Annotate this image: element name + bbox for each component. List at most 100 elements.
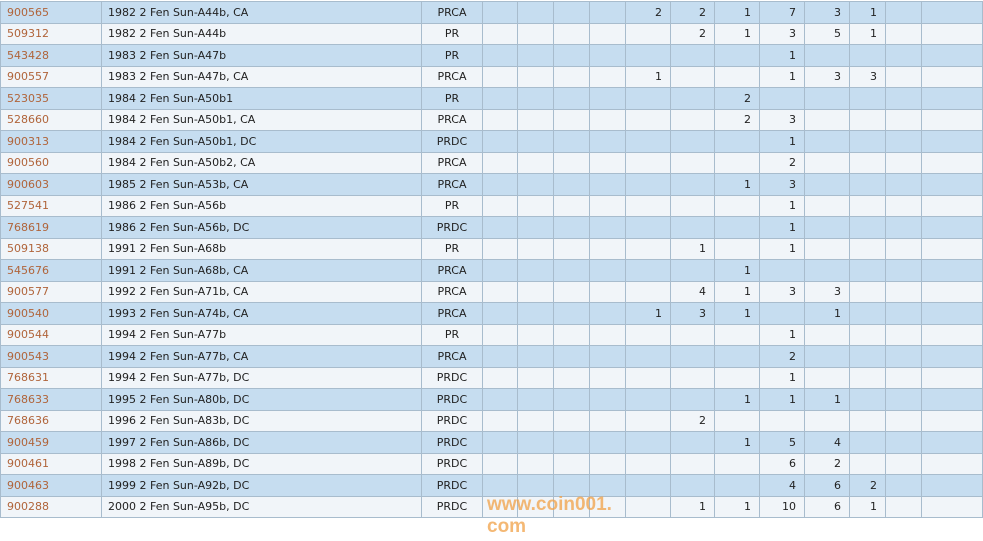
grade-count-cell (553, 388, 590, 411)
grade-count-cell (517, 130, 554, 153)
cert-id-link[interactable]: 900461 (7, 457, 49, 471)
cert-id-link[interactable]: 900560 (7, 156, 49, 170)
cert-id-link[interactable]: 900544 (7, 328, 49, 342)
cert-id-cell: 768633 (0, 388, 102, 411)
grade-count-cell: 6 (804, 495, 850, 518)
grade-count-cell (849, 44, 886, 67)
grade-count-cell (589, 495, 626, 518)
grade-count-cell: 3 (804, 1, 850, 24)
grade-count-cell (517, 323, 554, 346)
grade-count-cell (589, 173, 626, 196)
grade-count-cell (517, 216, 554, 239)
grade-count-cell: 1 (759, 130, 805, 153)
grade-count-cell: 3 (849, 65, 886, 88)
grade-count-cell (625, 130, 671, 153)
cert-id-link[interactable]: 545676 (7, 263, 49, 277)
cert-id-link[interactable]: 900459 (7, 435, 49, 449)
cert-id-link[interactable]: 900543 (7, 349, 49, 363)
cert-id-link[interactable]: 768636 (7, 414, 49, 428)
grade-count-cell (589, 216, 626, 239)
cert-id-link[interactable]: 768619 (7, 220, 49, 234)
cert-id-link[interactable]: 543428 (7, 48, 49, 62)
cert-id-link[interactable]: 900565 (7, 5, 49, 19)
grade-count-cell (482, 474, 518, 497)
grade-count-cell (482, 259, 518, 282)
grade-count-cell: 3 (804, 280, 850, 303)
grade-count-cell (849, 216, 886, 239)
grade-count-cell (885, 388, 922, 411)
grade-count-cell (804, 237, 850, 260)
grade-count-cell: 3 (759, 280, 805, 303)
grade-count-cell (849, 173, 886, 196)
cert-id-link[interactable]: 768633 (7, 392, 49, 406)
grade-count-cell (670, 216, 715, 239)
grade-count-cell (589, 22, 626, 45)
grade-count-cell: 1 (759, 216, 805, 239)
grade-count-cell (759, 259, 805, 282)
grade-count-cell (625, 87, 671, 110)
grade-count-cell (804, 259, 850, 282)
cert-id-link[interactable]: 509312 (7, 27, 49, 41)
cert-id-link[interactable]: 509138 (7, 242, 49, 256)
cert-id-link[interactable]: 900288 (7, 500, 49, 514)
designation-cell: PR (421, 194, 483, 217)
grade-count-cell (670, 452, 715, 475)
coin-name-cell: 1996 2 Fen Sun-A83b, DC (101, 409, 422, 432)
grade-count-cell (553, 366, 590, 389)
designation-cell: PRDC (421, 452, 483, 475)
grade-count-cell (553, 259, 590, 282)
grade-count-cell (517, 65, 554, 88)
cert-id-link[interactable]: 900577 (7, 285, 49, 299)
grade-count-cell (849, 194, 886, 217)
grade-count-cell: 3 (759, 173, 805, 196)
designation-cell: PRCA (421, 151, 483, 174)
cert-id-link[interactable]: 768631 (7, 371, 49, 385)
grade-count-cell (885, 44, 922, 67)
cert-id-link[interactable]: 900313 (7, 134, 49, 148)
cert-id-link[interactable]: 900603 (7, 177, 49, 191)
grade-count-cell (670, 194, 715, 217)
grade-count-cell (921, 431, 983, 454)
designation-cell: PR (421, 323, 483, 346)
cert-id-link[interactable]: 523035 (7, 91, 49, 105)
grade-count-cell (849, 345, 886, 368)
designation-cell: PR (421, 87, 483, 110)
designation-cell: PRCA (421, 65, 483, 88)
grade-count-cell (553, 237, 590, 260)
cert-id-link[interactable]: 528660 (7, 113, 49, 127)
cert-id-cell: 509312 (0, 22, 102, 45)
grade-count-cell (553, 194, 590, 217)
grade-count-cell (885, 280, 922, 303)
grade-count-cell: 4 (670, 280, 715, 303)
grade-count-cell (849, 323, 886, 346)
grade-count-cell: 3 (804, 65, 850, 88)
grade-count-cell (885, 151, 922, 174)
grade-count-cell (885, 65, 922, 88)
coin-name-cell: 1992 2 Fen Sun-A71b, CA (101, 280, 422, 303)
designation-cell: PRDC (421, 130, 483, 153)
cert-id-link[interactable]: 900463 (7, 478, 49, 492)
designation-cell: PRDC (421, 216, 483, 239)
grade-count-cell: 3 (670, 302, 715, 325)
grade-count-cell (517, 108, 554, 131)
grade-count-cell (517, 431, 554, 454)
cert-id-link[interactable]: 900557 (7, 70, 49, 84)
grade-count-cell (589, 302, 626, 325)
grade-count-cell (482, 431, 518, 454)
cert-id-cell: 528660 (0, 108, 102, 131)
grade-count-cell: 1 (849, 22, 886, 45)
cert-id-link[interactable]: 900540 (7, 306, 49, 320)
grade-count-cell (885, 87, 922, 110)
grade-count-cell (670, 474, 715, 497)
coin-name-cell: 1984 2 Fen Sun-A50b1, DC (101, 130, 422, 153)
cert-id-link[interactable]: 527541 (7, 199, 49, 213)
grade-count-cell (553, 151, 590, 174)
grade-count-cell (625, 194, 671, 217)
grade-count-cell (714, 216, 760, 239)
grade-count-cell: 2 (714, 87, 760, 110)
grade-count-cell (517, 44, 554, 67)
grade-count-cell (670, 259, 715, 282)
grade-count-cell (625, 388, 671, 411)
grade-count-cell (625, 409, 671, 432)
